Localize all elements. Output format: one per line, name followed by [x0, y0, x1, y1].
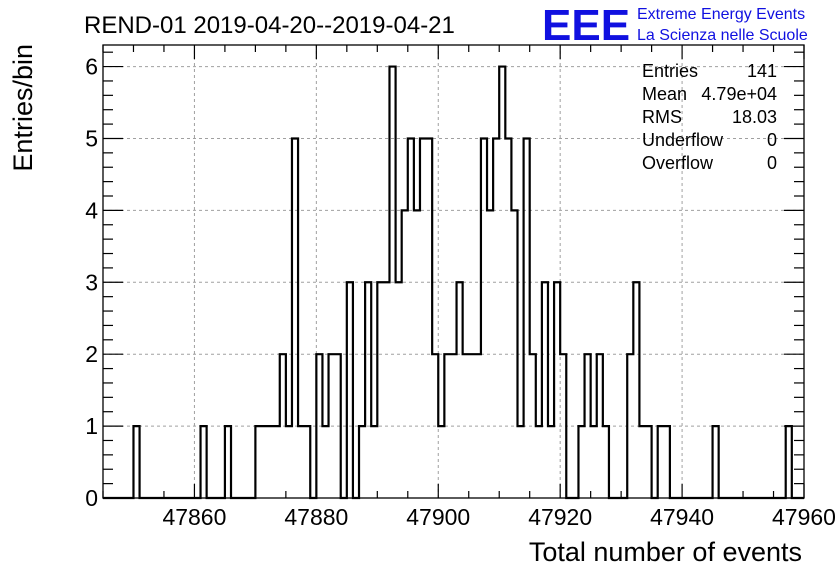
- y-tick-label: 3: [85, 269, 98, 295]
- stat-rms-value: 18.03: [732, 107, 777, 127]
- axis-ticks: [102, 45, 805, 499]
- y-tick-label: 2: [85, 341, 98, 367]
- grid-lines: [103, 45, 804, 498]
- y-tick-label: 4: [85, 197, 98, 223]
- x-tick-label: 47900: [406, 504, 470, 530]
- x-tick-label: 47920: [528, 504, 592, 530]
- histogram-bin: [268, 426, 274, 498]
- y-tick-label: 5: [85, 125, 98, 151]
- logo-line-1: Extreme Energy Events: [637, 6, 805, 23]
- y-tick-label: 6: [85, 54, 98, 80]
- tick-labels: 47860 47880 47900 47920 47940 47960 0 1 2 3 4 5 6: [85, 54, 836, 530]
- plot-frame: [102, 44, 805, 499]
- histogram-bin: [274, 426, 280, 498]
- y-tick-label: 0: [85, 485, 98, 511]
- stats-box: Entries 141 Mean 4.79e+04 RMS 18.03 Unde…: [642, 61, 777, 173]
- stat-overflow-value: 0: [767, 153, 777, 173]
- eee-logo: EEE Extreme Energy Events La Scienza nel…: [542, 1, 808, 50]
- histogram-bin: [396, 282, 402, 498]
- x-tick-label: 47860: [162, 504, 226, 530]
- stat-entries-label: Entries: [642, 61, 698, 81]
- chart-title: REND-01 2019-04-20--2019-04-21: [84, 12, 455, 39]
- x-tick-label: 47960: [772, 504, 836, 530]
- stat-rms-label: RMS: [642, 107, 682, 127]
- histogram-bin: [438, 426, 444, 498]
- y-tick-label: 1: [85, 413, 98, 439]
- histogram-bin: [536, 426, 542, 498]
- histogram-bin: [322, 426, 328, 498]
- histogram-bin: [298, 426, 304, 498]
- stat-underflow-value: 0: [767, 130, 777, 150]
- stat-mean-label: Mean: [642, 84, 687, 104]
- stat-underflow-label: Underflow: [642, 130, 724, 150]
- stat-mean-value: 4.79e+04: [701, 84, 777, 104]
- x-axis-title: Total number of events: [529, 537, 802, 567]
- stat-entries-value: 141: [747, 61, 777, 81]
- histogram-bin: [518, 426, 524, 498]
- histogram-bin: [548, 426, 554, 498]
- logo-mark: EEE: [542, 1, 630, 50]
- stat-overflow-label: Overflow: [642, 153, 714, 173]
- logo-line-2: La Scienza nelle Scuole: [637, 27, 808, 44]
- histogram-bin: [261, 426, 267, 498]
- x-tick-label: 47940: [650, 504, 714, 530]
- histogram-bin: [286, 426, 292, 498]
- histogram-bin: [371, 426, 377, 498]
- histogram-bin: [383, 282, 389, 498]
- histogram-bin: [591, 426, 597, 498]
- histogram-bin: [639, 426, 645, 498]
- y-axis-title: Entries/bin: [8, 44, 38, 172]
- x-tick-label: 47880: [284, 504, 348, 530]
